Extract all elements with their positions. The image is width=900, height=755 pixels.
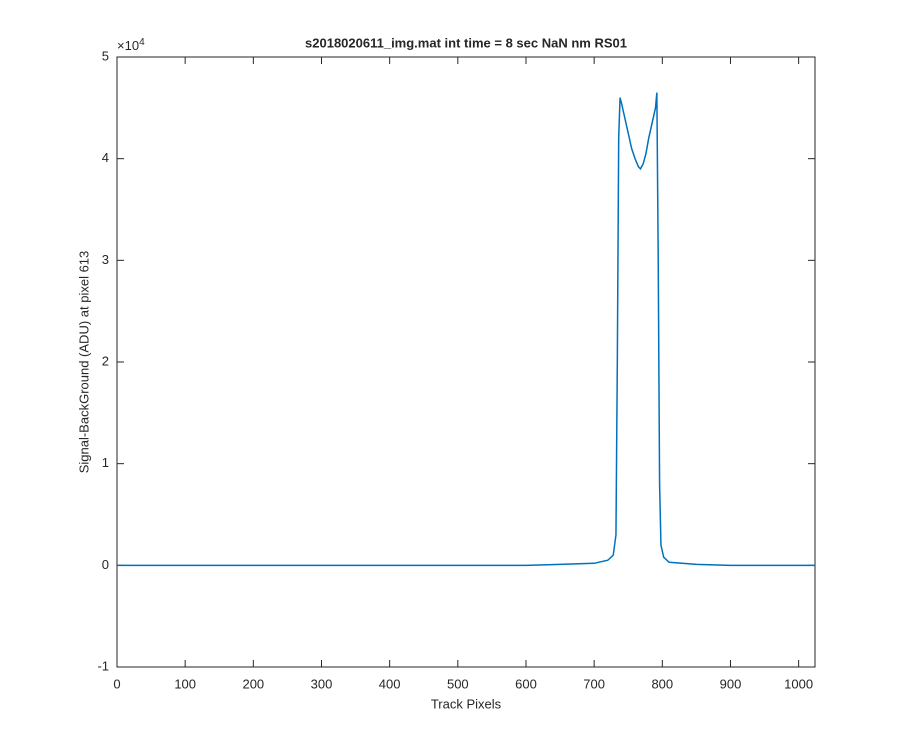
x-tick-label: 500 [447,676,469,691]
y-tick-label: 4 [102,150,109,165]
y-tick-label: 0 [102,557,109,572]
y-tick-label: 3 [102,252,109,267]
data-line [117,92,815,567]
y-tick-label: 2 [102,353,109,368]
x-tick-label: 200 [242,676,264,691]
x-tick-label: 900 [720,676,742,691]
x-tick-label: 600 [515,676,537,691]
y-tick-label: 1 [102,455,109,470]
y-multiplier: ×104 [117,37,145,54]
x-tick-label: 700 [583,676,605,691]
y-tick-label: -1 [97,658,109,673]
x-tick-label: 0 [113,676,120,691]
x-tick-label: 400 [379,676,401,691]
x-tick-label: 1000 [784,676,813,691]
chart-title: s2018020611_img.mat int time = 8 sec NaN… [305,35,627,50]
x-tick-label: 100 [174,676,196,691]
x-tick-label: 300 [311,676,333,691]
y-tick-label: 5 [102,48,109,63]
y-multiplier-exponent: 4 [139,37,145,48]
x-tick-label: 800 [651,676,673,691]
x-axis-label: Track Pixels [431,696,502,711]
y-axis-label: Signal-BackGround (ADU) at pixel 613 [76,251,91,474]
y-multiplier-base: ×10 [117,38,139,53]
